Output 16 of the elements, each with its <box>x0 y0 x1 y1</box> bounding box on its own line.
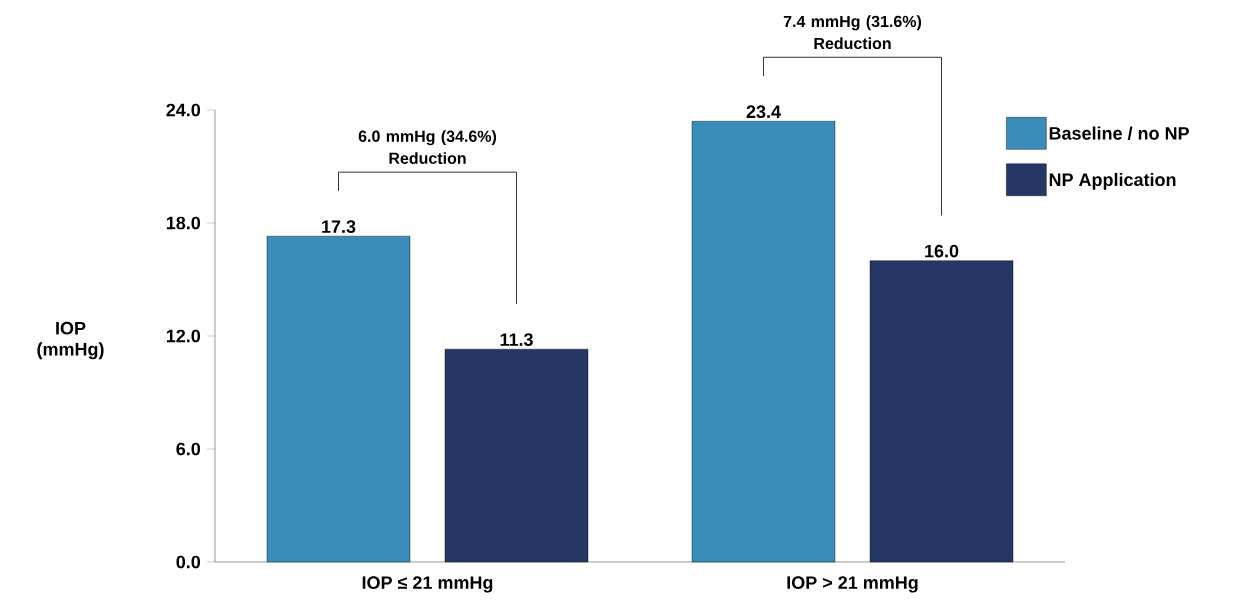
y-tick-label: 0.0 <box>176 555 201 569</box>
data-label: 17.3 <box>322 220 356 233</box>
legend-label: Baseline / no NP <box>1049 126 1189 140</box>
data-label: 16.0 <box>925 244 959 258</box>
x-tick-label: IOP > 21 mmHg <box>787 576 918 593</box>
data-label: 11.3 <box>500 333 533 346</box>
text: 7.4 mmHg (31.6%) Reduction <box>783 15 922 50</box>
annotation: 6.0 mmHg (34.6%) Reduction <box>358 130 497 164</box>
y-tick-label: 24.0 <box>166 103 201 117</box>
legend-label: NP Application <box>1049 172 1176 190</box>
y-tick-label: 12.0 <box>166 329 201 343</box>
y-tick-label: 18.0 <box>166 216 201 230</box>
data-label: 23.4 <box>746 105 781 119</box>
y-tick-label: 6.0 <box>176 442 201 456</box>
x-tick-label: IOP ≤ 21 mmHg <box>362 576 493 593</box>
y-axis-title: IOP (mmHg) <box>37 321 104 360</box>
